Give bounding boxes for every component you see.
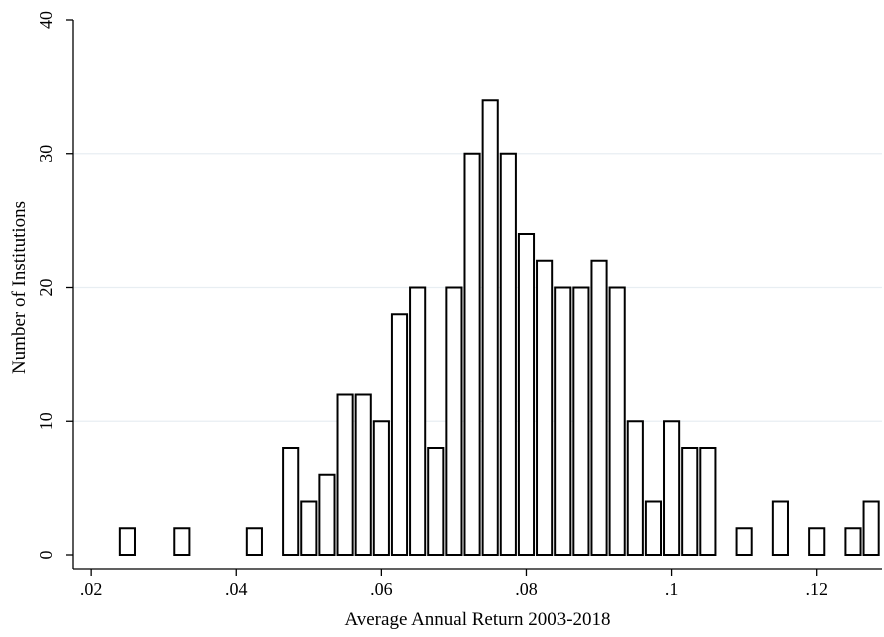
- x-tick-label: .04: [225, 579, 248, 599]
- histogram-bar: [282, 447, 300, 556]
- histogram-bar: [372, 420, 390, 556]
- bars: [118, 99, 880, 556]
- histogram-bar: [245, 527, 263, 556]
- histogram-bar: [318, 473, 336, 556]
- axes: [72, 20, 882, 570]
- histogram-bar: [427, 447, 445, 556]
- histogram-bar: [663, 420, 681, 556]
- histogram-bar: [300, 500, 318, 556]
- histogram-bar: [681, 447, 699, 556]
- histogram-bar: [517, 233, 536, 556]
- x-tick-label: .12: [805, 579, 828, 599]
- histogram-bar: [445, 286, 463, 556]
- histogram-bar: [608, 286, 626, 556]
- histogram-bar: [771, 500, 789, 556]
- histogram-bar: [463, 152, 481, 556]
- histogram-bar: [499, 152, 517, 556]
- x-tick-label: .1: [665, 579, 679, 599]
- tick-marks-and-labels: 0 10 20 30 40 .02 .04 .06 .08 .1 .12: [36, 11, 828, 599]
- histogram-bar: [844, 527, 862, 556]
- histogram-bar: [336, 393, 354, 556]
- histogram-bar: [626, 420, 644, 556]
- histogram-bar: [536, 259, 554, 556]
- histogram-bar: [354, 393, 372, 556]
- y-tick-label: 30: [36, 145, 56, 163]
- y-tick-label: 0: [36, 551, 56, 560]
- histogram-bar: [409, 286, 427, 556]
- x-tick-label: .08: [515, 579, 538, 599]
- histogram-bar: [118, 527, 136, 556]
- histogram-bar: [572, 286, 590, 556]
- y-tick-label: 40: [36, 11, 56, 29]
- x-tick-label: .02: [80, 579, 103, 599]
- histogram-bar: [590, 259, 608, 556]
- y-axis-title: Number of Institutions: [9, 201, 30, 374]
- histogram-bar: [735, 527, 753, 556]
- y-tick-label: 10: [36, 412, 56, 430]
- y-tick-label: 20: [36, 279, 56, 297]
- histogram-bar: [808, 527, 826, 556]
- histogram-bar: [481, 99, 499, 556]
- histogram-bar: [699, 447, 717, 556]
- histogram-bar: [390, 313, 409, 556]
- x-tick-label: .06: [370, 579, 393, 599]
- histogram-bar: [862, 500, 880, 556]
- histogram-bar: [173, 527, 191, 556]
- x-axis-title: Average Annual Return 2003-2018: [344, 609, 610, 630]
- histogram-bar: [554, 286, 572, 556]
- histogram-bar: [644, 500, 663, 556]
